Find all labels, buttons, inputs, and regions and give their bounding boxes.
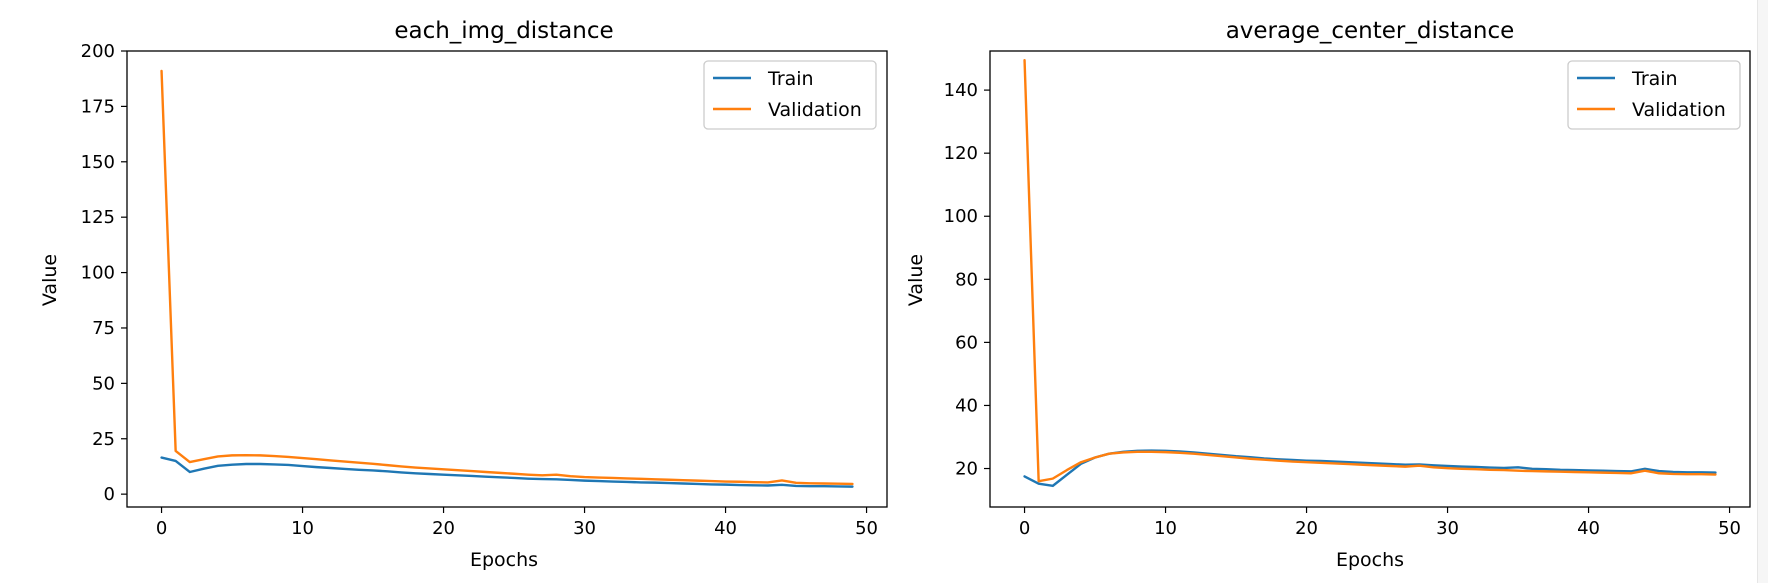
x-tick-label: 40: [714, 518, 737, 539]
legend-validation-label: Validation: [1632, 99, 1726, 121]
y-tick-label: 50: [92, 373, 115, 394]
legend-train-label: Train: [767, 68, 814, 90]
series-line-validation: [160, 69, 854, 486]
legend-validation-label: Validation: [768, 99, 862, 121]
chart-panel-each-img-distance: each_img_distance Epochs Value 0 10 20 30 40…: [39, 18, 888, 571]
chart-title: average_center_distance: [1226, 18, 1515, 44]
x-tick-label: 30: [573, 518, 596, 539]
y-axis-label: Value: [905, 254, 927, 306]
axes-frame: [989, 50, 1751, 508]
y-tick-label: 0: [104, 484, 115, 505]
x-tick-label: 20: [432, 518, 455, 539]
x-tick-label: 50: [1718, 518, 1741, 539]
scrollbar[interactable]: [1757, 0, 1768, 583]
y-tick-label: 60: [955, 332, 978, 353]
legend: Train Validation: [1567, 60, 1741, 130]
chart-title: each_img_distance: [394, 18, 613, 44]
x-tick-label: 50: [855, 518, 878, 539]
y-tick-label: 200: [81, 41, 115, 62]
y-tick-label: 80: [955, 269, 978, 290]
x-tick-label: 30: [1436, 518, 1459, 539]
chart-panel-average-center-distance: average_center_distance Epochs Value 0 10…: [905, 18, 1751, 571]
x-tick-label: 10: [1154, 518, 1177, 539]
x-tick-label: 10: [291, 518, 314, 539]
legend-train-label: Train: [1631, 68, 1678, 90]
x-tick-label: 0: [1019, 518, 1030, 539]
y-tick-label: 40: [955, 395, 978, 416]
y-tick-label: 125: [81, 207, 115, 228]
plot-area: 0 10 20 30 40 50 20 40 60 80 100 120 140: [944, 58, 1741, 539]
legend: Train Validation: [703, 60, 877, 130]
y-tick-label: 25: [92, 429, 115, 450]
y-tick-label: 140: [944, 80, 978, 101]
y-axis-label: Value: [39, 254, 61, 306]
y-tick-label: 150: [81, 152, 115, 173]
series-line-validation: [1023, 58, 1717, 483]
y-tick-label: 175: [81, 96, 115, 117]
x-tick-label: 20: [1295, 518, 1318, 539]
y-tick-label: 100: [81, 263, 115, 284]
y-tick-label: 20: [955, 459, 978, 480]
y-tick-label: 120: [944, 143, 978, 164]
x-tick-label: 0: [156, 518, 167, 539]
series-line-train: [160, 456, 854, 488]
y-tick-label: 75: [92, 318, 115, 339]
plot-area: 0 10 20 30 40 50 0 25 50 75 100 125 150 175 200: [81, 41, 878, 539]
y-tick-label: 100: [944, 206, 978, 227]
axes-frame: [126, 50, 888, 508]
x-axis-label: Epochs: [470, 549, 538, 571]
x-tick-label: 40: [1577, 518, 1600, 539]
x-axis-label: Epochs: [1336, 549, 1404, 571]
